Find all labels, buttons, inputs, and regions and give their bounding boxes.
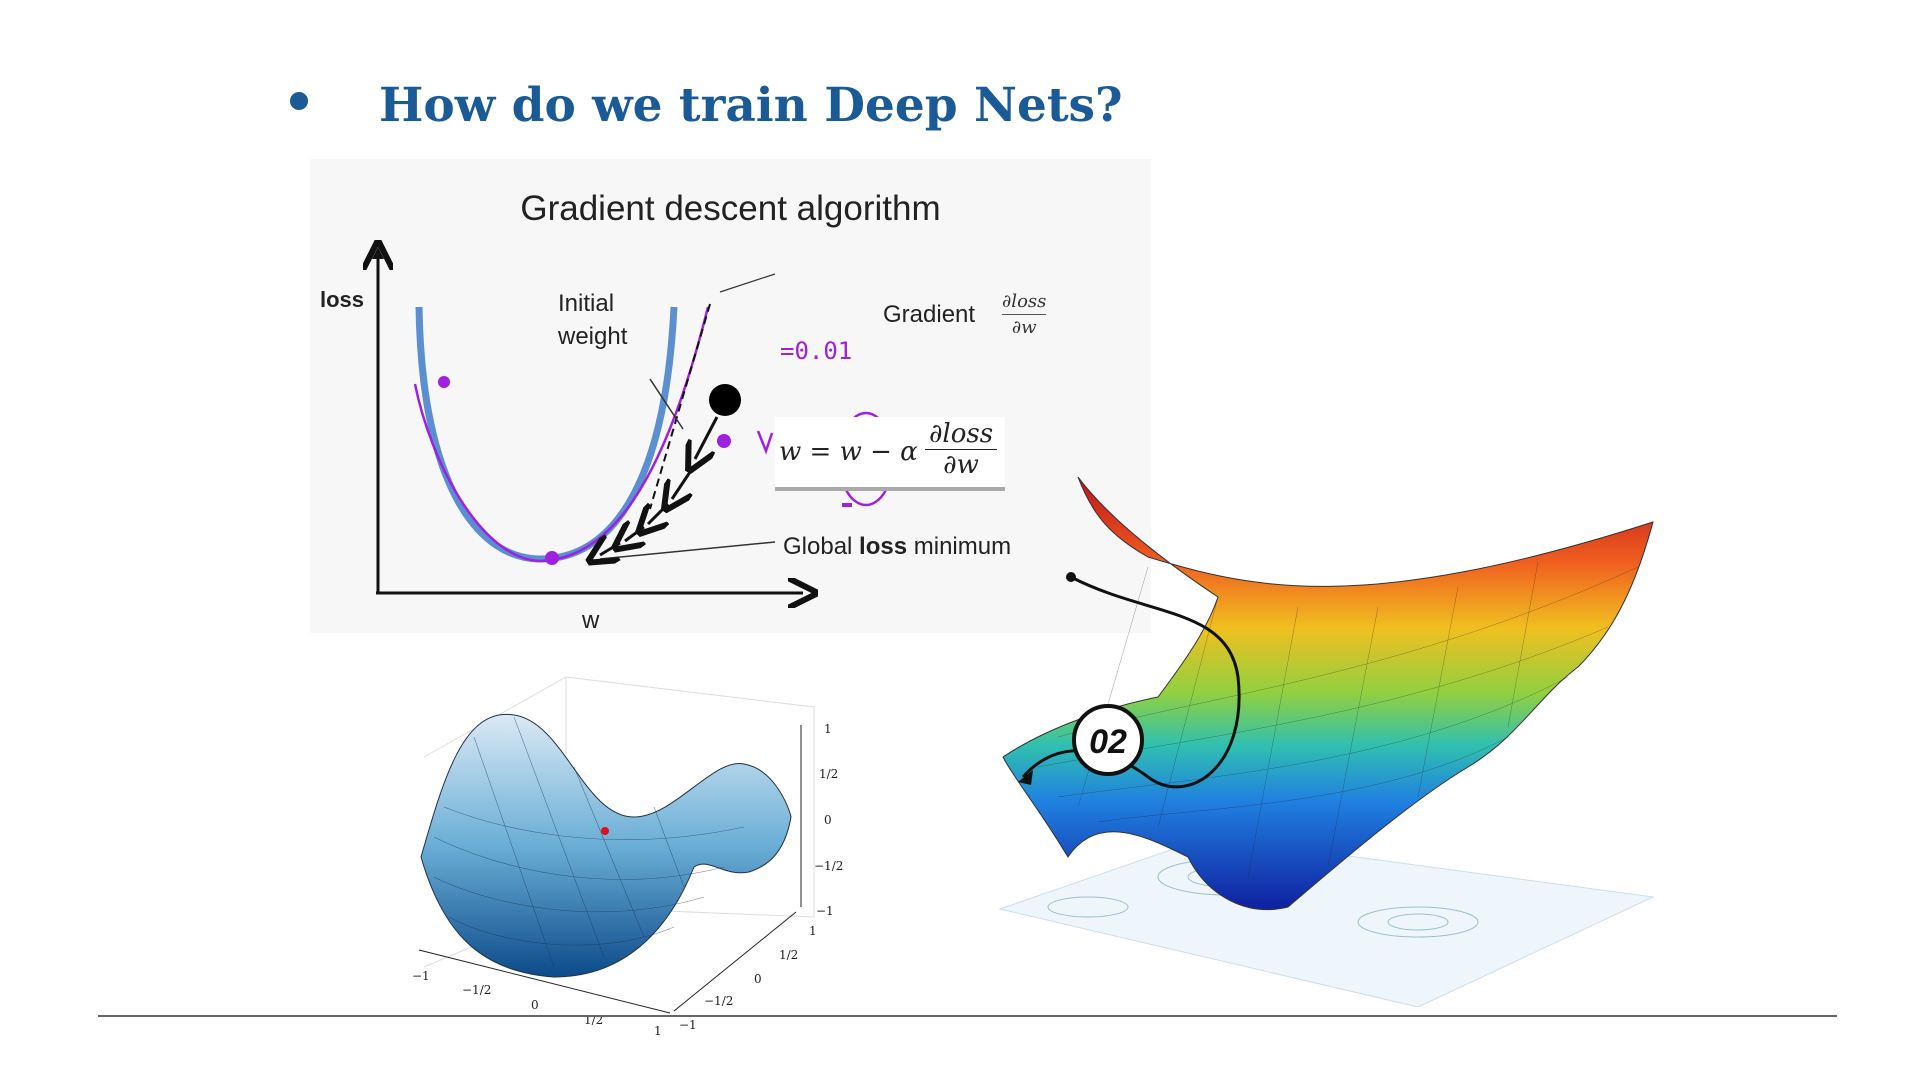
z-tick: 1 [824, 722, 832, 736]
x-tick: 1 [654, 1024, 662, 1037]
saddle-point [601, 827, 609, 835]
initial-weight-label: Initial weight [558, 290, 628, 350]
y-tick: 1 [809, 924, 817, 938]
footer-divider [98, 1015, 1837, 1017]
contour-floor [998, 836, 1655, 1007]
surface-mesh [1002, 477, 1654, 911]
gradient-fraction: ∂loss ∂w [1002, 291, 1047, 338]
z-tick: 0 [824, 813, 832, 827]
y-axis-label: loss [320, 287, 365, 312]
x-axis-label: w [582, 607, 600, 634]
gradient-tangent [649, 303, 711, 510]
global-minimum-label: Global loss minimum [783, 533, 1012, 560]
initial-weight-point [709, 384, 741, 416]
z-tick: −1/2 [814, 859, 843, 873]
saddle-surface [420, 713, 792, 978]
gradient-label: Gradient [883, 301, 976, 328]
update-rule-formula: w = w − α ∂loss ∂w [775, 417, 1005, 491]
figure-title: Gradient descent algorithm [520, 189, 941, 228]
y-tick: 1/2 [779, 948, 798, 962]
y-tick: 0 [754, 972, 762, 986]
z-tick: −1 [816, 904, 834, 918]
saddle-point-plot: 1 1/2 0 −1/2 −1 −1 −1/2 0 1/2 1 1 1/2 0 … [412, 676, 843, 1037]
gradient-descent-diagram: =0.01 [310, 159, 895, 633]
x-tick: 0 [531, 998, 539, 1012]
loss-curve [415, 306, 678, 563]
bullet-point [290, 92, 308, 110]
y-tick: −1/2 [704, 994, 733, 1008]
z-tick: 1/2 [819, 767, 838, 781]
x-tick: −1 [412, 969, 430, 983]
step-badge [1072, 704, 1144, 776]
loss-landscape-surface: 02 [998, 477, 1655, 1007]
slide-title: How do we train Deep Nets? [379, 78, 1123, 133]
step-badge-label: 02 [1089, 723, 1127, 761]
handwritten-note: =0.01 [780, 337, 852, 365]
gradient-descent-figure: =0.01 Gradient descent algorithm loss w … [310, 159, 1151, 634]
y-tick: −1 [679, 1018, 697, 1032]
x-tick: −1/2 [462, 983, 491, 997]
